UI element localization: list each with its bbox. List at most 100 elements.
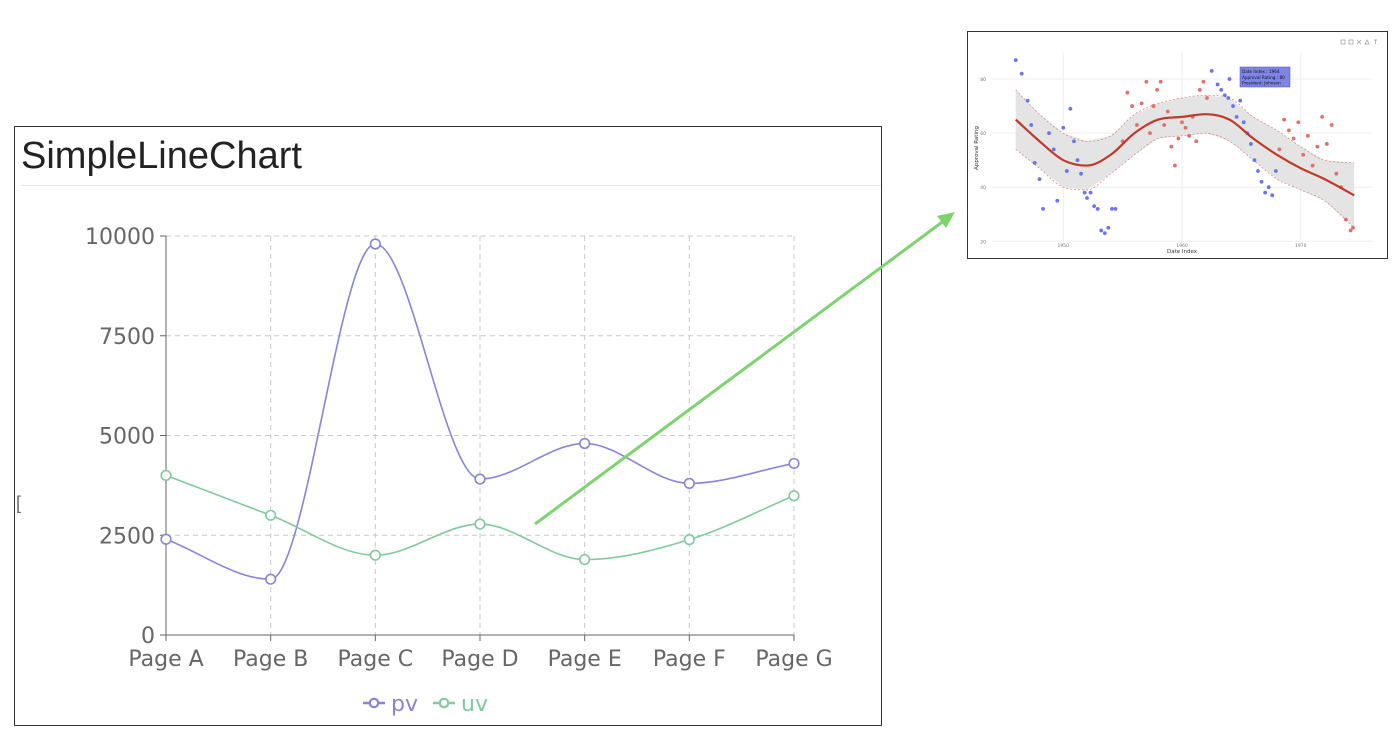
scatter-point: [1263, 190, 1268, 195]
arrow-head: [937, 212, 955, 228]
scatter-point: [1068, 106, 1073, 111]
scatter-point: [1139, 101, 1144, 106]
x-tick-label: Page C: [338, 647, 414, 672]
scatter-point: [1256, 169, 1260, 173]
scatter-point: [1227, 77, 1232, 81]
modebar-icon-4: [1364, 39, 1370, 45]
scatter-point: [1158, 79, 1163, 84]
trend-line: [1015, 113, 1355, 197]
scatter-point: [1051, 147, 1056, 152]
scatter-y-tick-label: 80: [980, 77, 986, 83]
scatter-point: [1029, 123, 1034, 127]
scatter-point: [1277, 147, 1282, 152]
scatter-point: [1106, 225, 1111, 230]
scatter-thumbnail-panel: 20 40 60 80 1950 1960 1970 Date Index Approval R…: [967, 31, 1388, 259]
scatter-point: [1296, 120, 1301, 125]
scatter-point: [1055, 198, 1060, 203]
x-tick-label: Page B: [233, 647, 308, 672]
scatter-point: [1113, 206, 1118, 211]
scatter-point: [1301, 152, 1306, 157]
tooltip-line: President: Johnson: [1242, 81, 1281, 86]
scatter-point: [1315, 144, 1320, 149]
scatter-point: [1148, 131, 1152, 136]
scatter-point: [1037, 177, 1042, 181]
scatter-point: [1099, 228, 1104, 233]
y-tick-label: 0: [141, 624, 155, 649]
line-chart-panel: SimpleLineChart [ 0 2500 5000 7500 10000 Page…: [14, 126, 882, 726]
scatter-point: [1222, 93, 1227, 98]
scatter-point: [1291, 136, 1296, 141]
data-point-uv: [788, 490, 800, 502]
data-point-uv: [683, 534, 695, 546]
scatter-point: [1041, 206, 1045, 211]
data-point-uv: [579, 553, 591, 566]
x-tick-label: Page E: [548, 647, 622, 672]
data-point-pv: [579, 437, 591, 450]
scatter-point: [1348, 228, 1353, 233]
legend-label-pv: pv: [391, 692, 418, 717]
scatter-y-tick-label: 60: [980, 131, 986, 137]
scatter-point: [1085, 196, 1089, 200]
data-point-pv: [788, 457, 800, 470]
tooltip-box: [1239, 66, 1291, 88]
confidence-band: [1015, 89, 1355, 228]
y-tick-label: 5000: [99, 425, 155, 450]
scatter-point: [1072, 139, 1076, 144]
modebar-icon-5: [1374, 39, 1377, 44]
scatter-chart: 20 40 60 80 1950 1960 1970 Date Index Approval R…: [974, 39, 1377, 255]
scatter-point: [1151, 104, 1156, 108]
scatter-point: [1095, 206, 1100, 211]
data-point-pv: [369, 238, 381, 250]
scatter-point: [1092, 204, 1097, 209]
scatter-point: [1238, 98, 1243, 103]
tooltip-line: Date Index : 1964: [1242, 69, 1280, 74]
scatter-point: [1209, 69, 1214, 73]
scatter-point: [1231, 104, 1235, 108]
scatter-point: [1165, 109, 1170, 114]
scatter-point: [1324, 142, 1329, 146]
modebar-icon-2: [1348, 39, 1354, 45]
scatter-point: [1176, 136, 1181, 141]
y-tick-label: 7500: [99, 325, 155, 350]
legend-swatch-marker-uv: [438, 697, 450, 709]
x-tick-label: Page F: [653, 647, 726, 672]
scatter-point: [1266, 185, 1271, 190]
line-chart: 0 2500 5000 7500 10000 Page A Page B Page C Page…: [85, 225, 833, 717]
scatter-point: [1134, 123, 1139, 127]
scatter-point: [1064, 169, 1069, 173]
scatter-point: [1241, 120, 1246, 125]
scatter-point: [1180, 120, 1184, 125]
scatter-x-tick-label: 1970: [1295, 243, 1307, 249]
scatter-point: [1061, 125, 1066, 130]
scatter-point: [1047, 131, 1051, 136]
data-point-pv: [160, 533, 172, 545]
scatter-point: [1205, 96, 1209, 100]
scatter-point: [1197, 87, 1202, 92]
scatter-y-tick-label: 40: [980, 185, 986, 191]
data-point-uv: [369, 549, 381, 561]
scatter-point: [1102, 231, 1107, 236]
confidence-band-upper: [1015, 89, 1355, 164]
data-point-pv: [683, 477, 695, 489]
data-point-pv: [474, 473, 486, 485]
scatter-point: [1234, 115, 1239, 119]
scatter-y-tick-label: 20: [980, 239, 986, 245]
scatter-point: [1248, 142, 1253, 146]
scatter-x-tick-label: 1950: [1058, 243, 1070, 249]
legend-swatch-marker-pv: [368, 697, 380, 709]
scatter-point: [1310, 163, 1315, 168]
scatter-point: [1334, 171, 1339, 176]
data-point-uv: [265, 509, 277, 521]
scatter-y-axis-label: Approval Rating: [974, 126, 980, 170]
scatter-point: [1082, 190, 1087, 195]
scatter-point: [1351, 225, 1355, 230]
data-point-uv: [474, 518, 486, 530]
y-tick-label: 10000: [85, 225, 155, 250]
scatter-point: [1172, 163, 1177, 168]
scatter-point: [1282, 117, 1287, 122]
scatter-point: [1320, 115, 1325, 119]
scatter-point: [1025, 98, 1030, 103]
title-divider: [21, 185, 881, 186]
scatter-point: [1259, 179, 1264, 184]
scatter-point: [1286, 128, 1291, 133]
